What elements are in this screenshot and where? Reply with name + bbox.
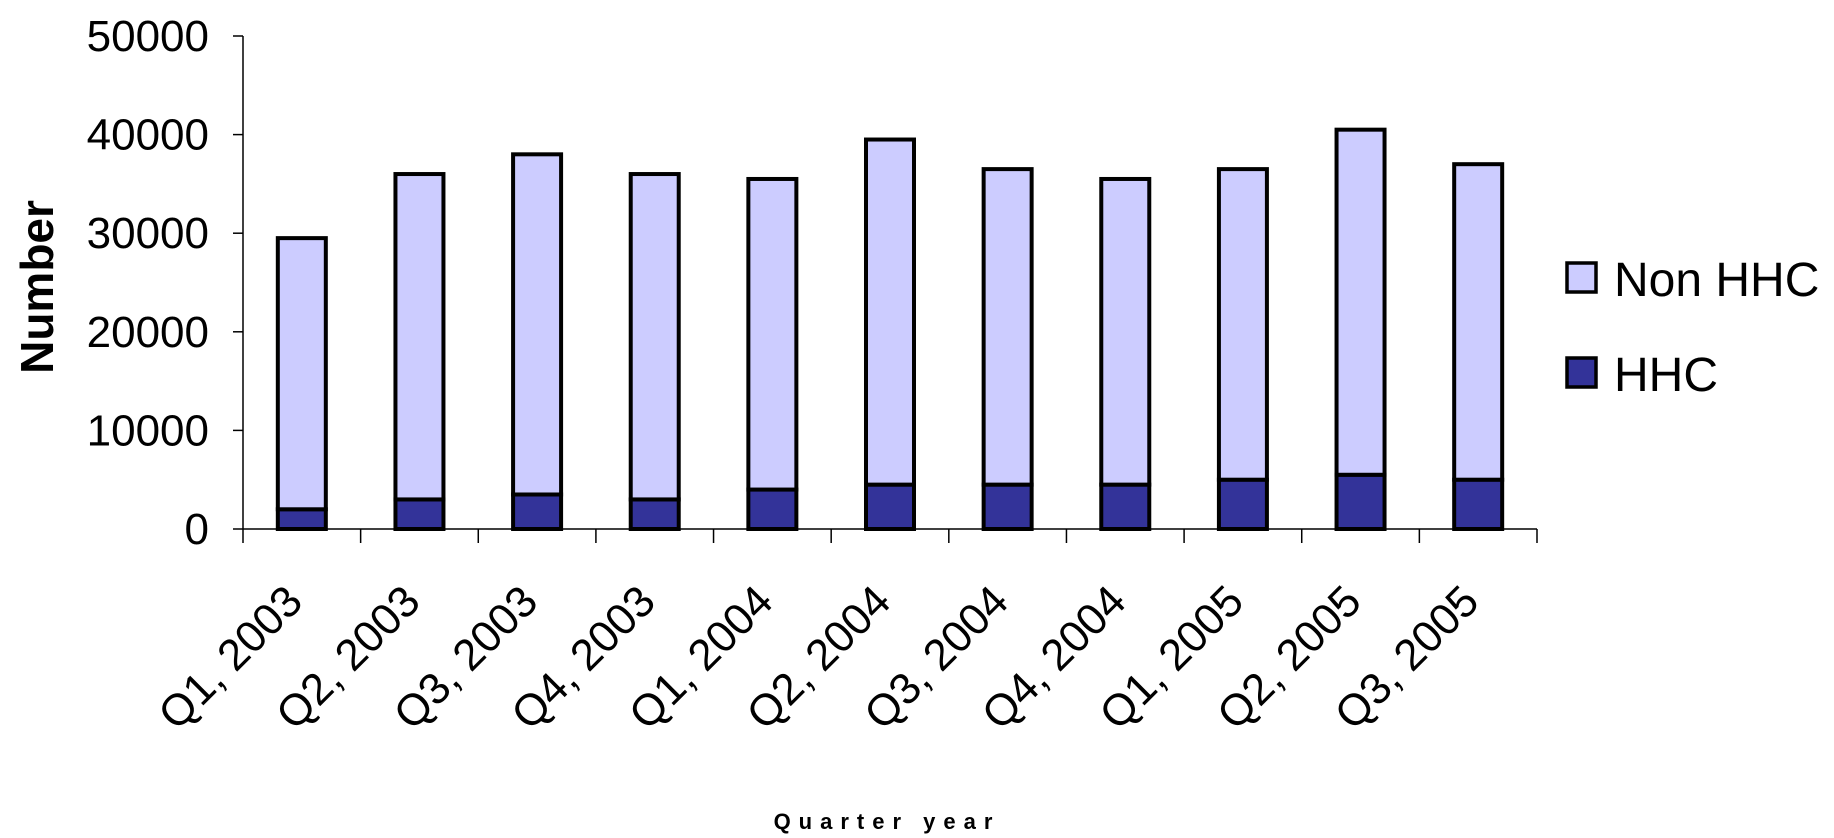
bar-non-hhc <box>511 152 564 497</box>
bar-non-hhc <box>1452 162 1505 482</box>
legend-label: Non HHC <box>1614 254 1819 307</box>
x-axis-title: Quarter year <box>774 809 1001 834</box>
bar-non-hhc <box>275 236 328 512</box>
y-axis: 0 10000 20000 30000 40000 50000 <box>87 12 244 554</box>
bar-non-hhc <box>393 172 446 502</box>
bar-hhc <box>1452 477 1505 532</box>
y-tick-label: 40000 <box>87 111 209 160</box>
y-tick-label: 10000 <box>87 406 209 455</box>
bar-hhc <box>628 497 681 532</box>
bar-hhc <box>981 482 1034 532</box>
y-tick-label: 0 <box>185 505 209 554</box>
bar-non-hhc <box>628 172 681 502</box>
bar-hhc <box>511 492 564 531</box>
y-tick-label: 20000 <box>87 308 209 357</box>
legend-swatch <box>1565 356 1598 389</box>
bars <box>275 127 1505 532</box>
bar-hhc <box>393 497 446 532</box>
bar-hhc <box>1334 472 1387 531</box>
bar-non-hhc <box>1334 127 1387 477</box>
bar-hhc <box>864 482 916 532</box>
bar-non-hhc <box>1216 167 1269 482</box>
bar-non-hhc <box>746 176 799 492</box>
y-axis-title: Number <box>11 200 63 374</box>
bar-non-hhc <box>981 167 1034 487</box>
bar-hhc <box>275 507 328 531</box>
legend: Non HHC HHC <box>1565 254 1819 402</box>
bar-non-hhc <box>1099 176 1152 487</box>
bar-hhc <box>1216 477 1269 532</box>
legend-label: HHC <box>1614 349 1718 402</box>
y-tick-label: 30000 <box>87 209 209 258</box>
bar-non-hhc <box>864 137 916 487</box>
y-tick-label: 50000 <box>87 12 209 61</box>
bar-hhc <box>746 487 799 531</box>
bar-hhc <box>1099 482 1152 532</box>
legend-swatch <box>1565 261 1598 294</box>
